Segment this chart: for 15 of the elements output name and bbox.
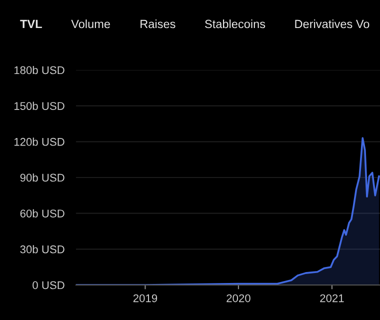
y-tick-label: 0 USD <box>32 281 64 290</box>
x-tick-label: 2019 <box>133 294 158 302</box>
text: Stablecoins <box>205 20 266 28</box>
y-tick-label: 150b USD <box>14 102 64 110</box>
y-tick-label: 60b USD <box>20 209 64 218</box>
text: Raises <box>140 20 176 28</box>
text: TVL <box>20 20 42 28</box>
x-tick-label: 2020 <box>226 294 250 302</box>
text: Volume <box>71 20 110 28</box>
y-tick-label: 90b USD <box>20 173 64 182</box>
y-tick-label: 30b USD <box>20 245 64 254</box>
y-tick-label: 180b USD <box>14 66 64 74</box>
y-tick-label: 120b USD <box>14 138 64 146</box>
text: Derivatives Vo <box>295 20 370 28</box>
x-tick-label: 2021 <box>320 294 344 302</box>
